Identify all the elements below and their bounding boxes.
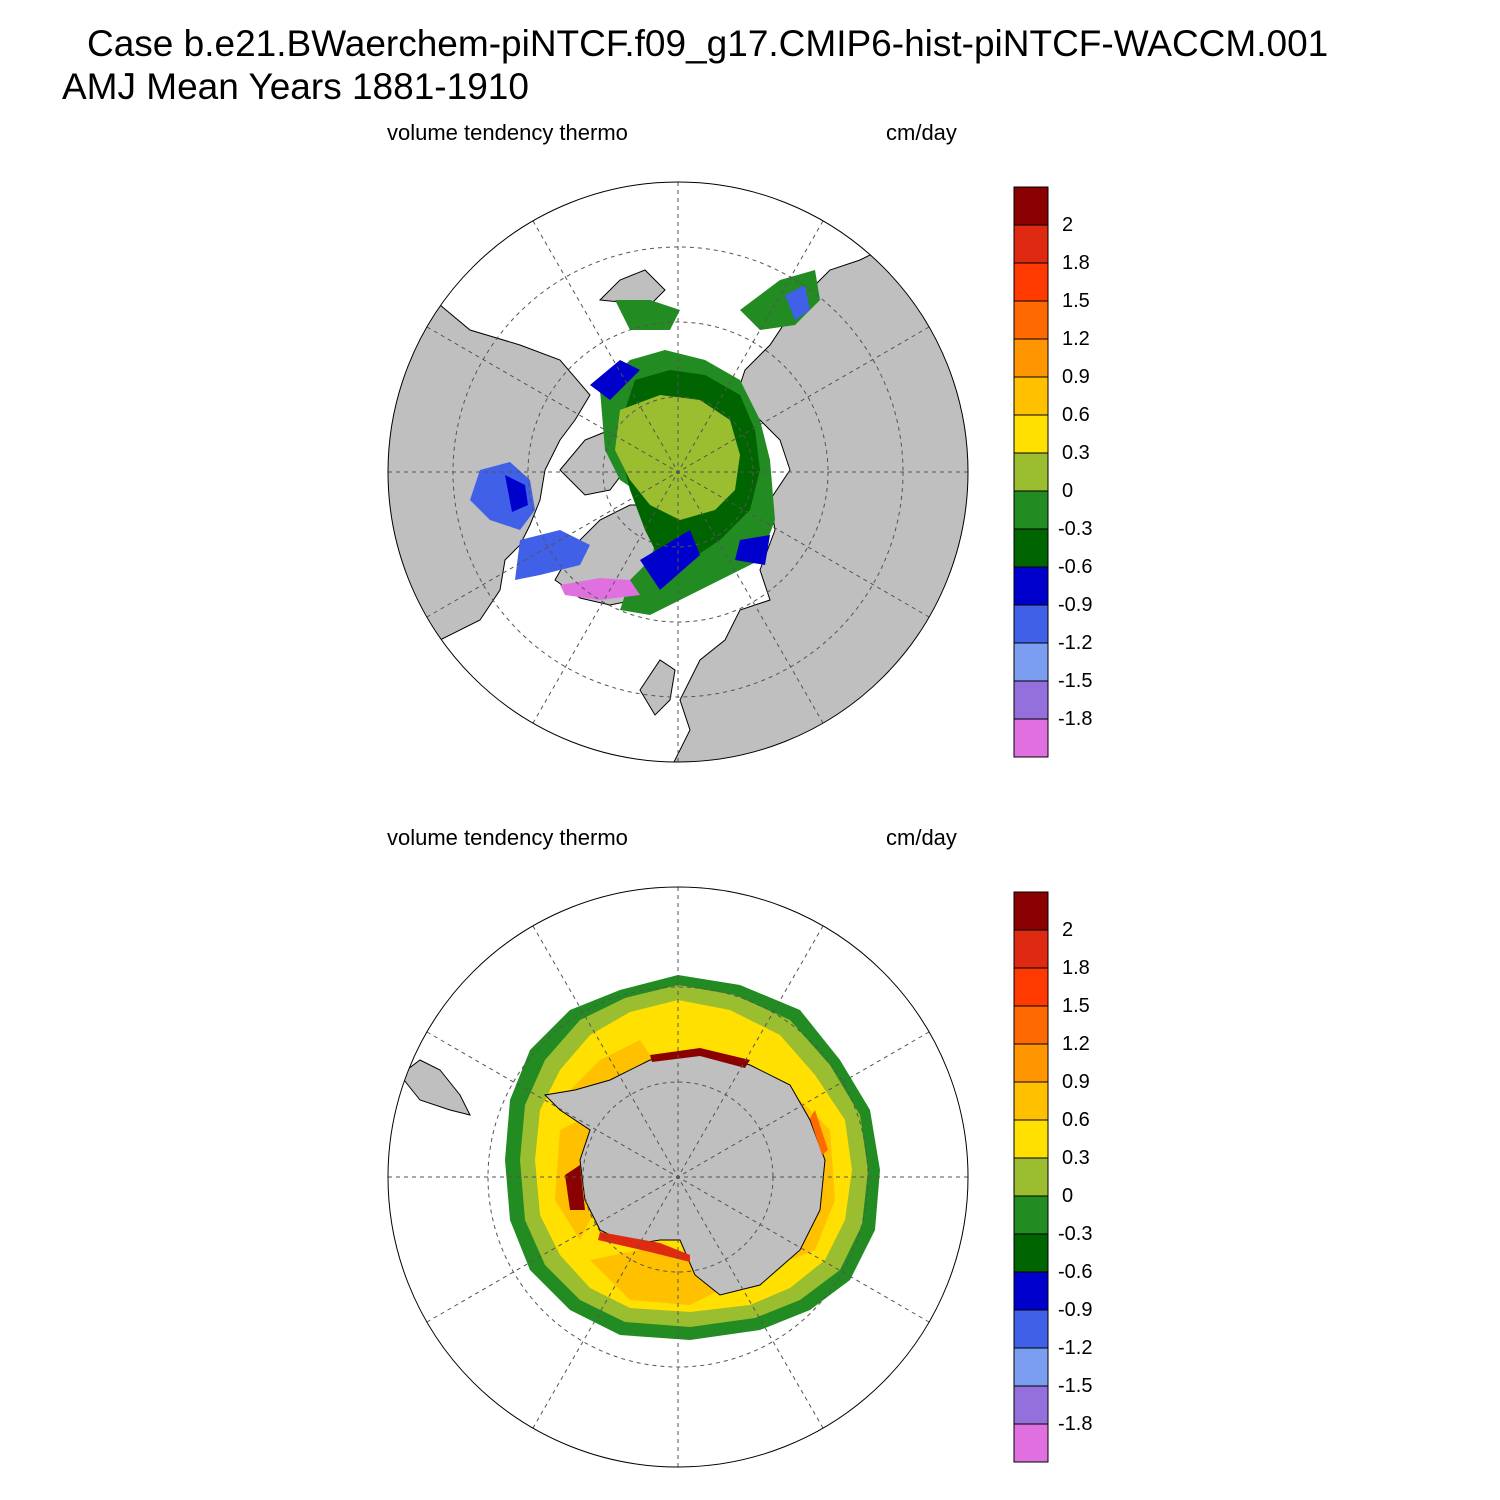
north-colorbar-swatch [1013,338,1049,378]
north-colorbar-tick-label: -1.2 [1058,632,1093,654]
north-colorbar-swatch [1013,528,1049,568]
south-colorbar-swatch [1013,1119,1049,1159]
north-colorbar-tick-label: -0.6 [1058,556,1093,578]
south-colorbar-tick-label: 0.6 [1062,1109,1090,1131]
north-colorbar-tick-label: 1.2 [1062,328,1090,350]
south-colorbar-swatch [1013,1043,1049,1083]
north-colorbar-tick-label: -1.5 [1058,670,1093,692]
north-colorbar-tick-label: 0.6 [1062,404,1090,426]
north-colorbar-swatch [1013,642,1049,682]
south-colorbar-tick-label: 0 [1062,1185,1074,1207]
south-colorbar-tick-label: 2 [1062,919,1074,941]
south-colorbar-swatch [1013,1423,1049,1463]
south-units-label: cm/day [886,825,957,850]
south-colorbar-tick-label: 1.8 [1062,957,1090,979]
south-colorbar-tick-label: 0.9 [1062,1071,1090,1093]
south-colorbar-tick-label: -1.5 [1058,1375,1093,1397]
south-colorbar [1013,891,1049,1463]
north-colorbar-tick-label: 2 [1062,214,1074,236]
south-colorbar-swatch [1013,929,1049,969]
south-field-label: volume tendency thermo [387,825,628,850]
north-colorbar-swatch [1013,414,1049,454]
south-colorbar-swatch [1013,967,1049,1007]
north-colorbar-swatch [1013,300,1049,340]
south-colorbar-swatch [1013,1271,1049,1311]
south-colorbar-swatch [1013,1081,1049,1121]
south-colorbar-tick-label: 0.3 [1062,1147,1090,1169]
north-colorbar-swatch [1013,186,1049,226]
north-colorbar-swatch [1013,680,1049,720]
north-colorbar-tick-label: -0.3 [1058,518,1093,540]
south-polar-map [387,886,969,1468]
north-colorbar [1013,186,1049,758]
south-colorbar-tick-label: -1.8 [1058,1413,1093,1435]
north-colorbar-swatch [1013,452,1049,492]
north-colorbar-tick-label: -1.8 [1058,708,1093,730]
north-colorbar-tick-label: 1.5 [1062,290,1090,312]
north-colorbar-swatch [1013,566,1049,606]
south-graticule [388,887,968,1467]
south-colorbar-swatch [1013,891,1049,931]
south-colorbar-tick-label: -0.9 [1058,1299,1093,1321]
south-colorbar-tick-label: 1.2 [1062,1033,1090,1055]
south-colorbar-swatch [1013,1233,1049,1273]
south-colorbar-tick-label: -0.6 [1058,1261,1093,1283]
south-colorbar-swatch [1013,1005,1049,1045]
south-colorbar-swatch [1013,1195,1049,1235]
south-colorbar-tick-label: -1.2 [1058,1337,1093,1359]
north-units-label: cm/day [886,120,957,145]
north-colorbar-swatch [1013,490,1049,530]
south-america [399,1059,471,1116]
north-colorbar-swatch [1013,262,1049,302]
south-colorbar-swatch [1013,1309,1049,1349]
south-colorbar-swatch [1013,1385,1049,1425]
figure-title: Case b.e21.BWaerchem-piNTCF.f09_g17.CMIP… [87,23,1329,64]
south-colorbar-swatch [1013,1347,1049,1387]
north-colorbar-tick-label: 0.3 [1062,442,1090,464]
south-colorbar-swatch [1013,1157,1049,1197]
north-colorbar-swatch [1013,224,1049,264]
south-colorbar-tick-label: -0.3 [1058,1223,1093,1245]
north-colorbar-swatch [1013,376,1049,416]
north-colorbar-tick-label: -0.9 [1058,594,1093,616]
north-colorbar-swatch [1013,718,1049,758]
figure-subtitle: AMJ Mean Years 1881-1910 [62,66,529,107]
north-colorbar-tick-label: 0 [1062,480,1074,502]
north-field-label: volume tendency thermo [387,120,628,145]
south-coastal-maxima [565,1048,828,1262]
north-colorbar-swatch [1013,604,1049,644]
north-colorbar-tick-label: 1.8 [1062,252,1090,274]
north-graticule [388,182,968,762]
north-colorbar-tick-label: 0.9 [1062,366,1090,388]
north-polar-map [387,181,969,763]
south-colorbar-tick-label: 1.5 [1062,995,1090,1017]
